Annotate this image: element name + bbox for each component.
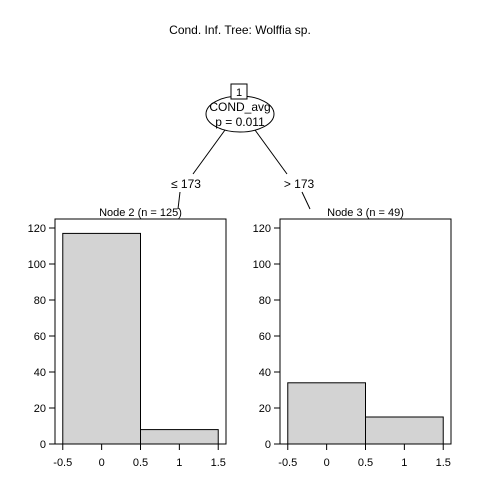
x-tick-label: 1.5 <box>211 457 226 469</box>
x-tick-label: 1.5 <box>436 457 451 469</box>
root-node-id: 1 <box>236 87 242 99</box>
y-tick-label: 20 <box>34 403 46 415</box>
x-tick-label: 0.5 <box>133 457 148 469</box>
y-tick-label: 20 <box>259 403 271 415</box>
y-tick-label: 60 <box>34 331 46 343</box>
root-node-id-box <box>230 83 248 100</box>
node-3-histogram: Node 3 (n = 49) 0 20 40 60 80 100 120 -0.5 0 0.5 1 1… <box>253 207 452 469</box>
root-node-variable: COND_avg <box>209 100 270 114</box>
tree-edge-right-lower <box>301 191 311 210</box>
x-tick-label: -0.5 <box>53 457 72 469</box>
panel-label: Node 3 (n = 49) <box>327 207 404 219</box>
y-tick-label: 40 <box>259 367 271 379</box>
y-tick-label: 0 <box>40 439 46 451</box>
x-tick-label: -0.5 <box>278 457 297 469</box>
split-label-right: > 173 <box>284 177 315 191</box>
histogram-bar-1 <box>140 429 219 445</box>
tree-edge-left-lower <box>177 191 181 210</box>
y-tick-label: 80 <box>259 295 271 307</box>
histogram-bar-0 <box>287 382 367 445</box>
x-tick-label: 1 <box>401 457 407 469</box>
split-label-left: ≤ 173 <box>171 177 201 191</box>
tree-edge-right <box>254 129 288 175</box>
panel-label: Node 2 (n = 125) <box>99 207 182 219</box>
x-tick-label: 0 <box>324 457 330 469</box>
y-tick-label: 80 <box>34 295 46 307</box>
x-tick-label: 0 <box>99 457 105 469</box>
y-tick-label: 100 <box>28 259 46 271</box>
y-tick-label: 40 <box>34 367 46 379</box>
histogram-bar-1 <box>365 416 444 445</box>
histogram-bar-0 <box>62 232 141 445</box>
root-node-pvalue: p = 0.011 <box>215 115 265 129</box>
y-tick-label: 0 <box>265 439 271 451</box>
y-tick-label: 120 <box>28 223 46 235</box>
x-tick-label: 1 <box>176 457 182 469</box>
y-tick-label: 120 <box>253 223 271 235</box>
x-tick-label: 0.5 <box>358 457 373 469</box>
y-tick-label: 60 <box>259 331 271 343</box>
tree-edge-left <box>192 129 226 175</box>
chart-title: Cond. Inf. Tree: Wolffia sp. <box>169 23 311 37</box>
node-2-histogram: Node 2 (n = 125) 0 20 40 60 80 100 120 -0.5 0 0.5 1… <box>28 207 227 469</box>
y-tick-label: 100 <box>253 259 271 271</box>
